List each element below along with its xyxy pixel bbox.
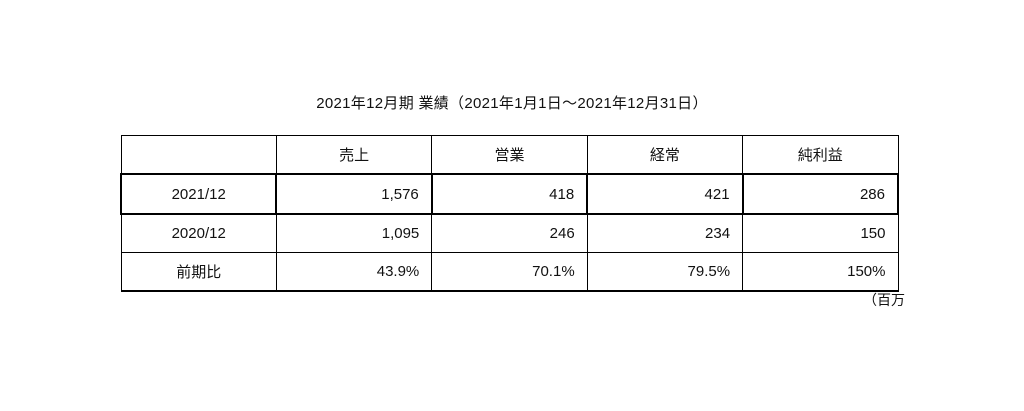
cell-operating: 70.1% <box>431 252 588 292</box>
table-row-yoy: 前期比 43.9% 70.1% 79.5% 150% <box>120 252 899 292</box>
cell-operating: 246 <box>431 213 588 253</box>
row-label: 2020/12 <box>120 213 277 253</box>
unit-note: （百万 <box>863 292 905 308</box>
page-title: 2021年12月期 業績（2021年1月1日〜2021年12月31日） <box>316 95 708 112</box>
results-table: 売上 営業 経常 純利益 2021/12 1,576 418 421 286 2… <box>119 135 900 292</box>
cell-sales: 1,095 <box>275 213 433 253</box>
table-row-2021-12: 2021/12 1,576 418 421 286 <box>119 173 900 215</box>
column-header-net-profit: 純利益 <box>742 135 899 175</box>
row-label: 前期比 <box>120 252 277 292</box>
cell-sales: 1,576 <box>275 173 433 215</box>
cell-operating: 418 <box>430 173 589 215</box>
results-table-body: 2021/12 1,576 418 421 286 2020/12 1,095 … <box>119 173 900 292</box>
cell-net-profit: 150 <box>742 213 899 253</box>
cell-ordinary: 79.5% <box>586 252 744 292</box>
cell-net-profit: 150% <box>742 252 899 292</box>
results-table-header: 売上 営業 経常 純利益 <box>120 135 899 175</box>
table-row-2020-12: 2020/12 1,095 246 234 150 <box>120 213 899 253</box>
row-label: 2021/12 <box>119 173 278 215</box>
column-header-ordinary: 経常 <box>586 135 744 175</box>
cell-net-profit: 286 <box>741 173 900 215</box>
column-header-sales: 売上 <box>275 135 433 175</box>
corner-cell <box>120 135 277 175</box>
cell-ordinary: 234 <box>586 213 744 253</box>
cell-sales: 43.9% <box>275 252 433 292</box>
header-row: 売上 営業 経常 純利益 <box>120 135 899 175</box>
column-header-operating: 営業 <box>431 135 588 175</box>
cell-ordinary: 421 <box>586 173 744 215</box>
